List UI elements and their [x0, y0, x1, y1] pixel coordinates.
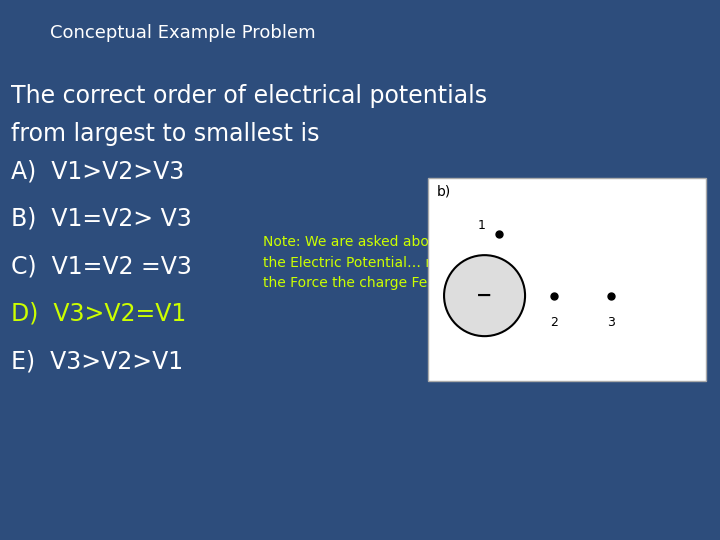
Text: B)  V1=V2> V3: B) V1=V2> V3: [11, 207, 192, 231]
Text: 1: 1: [478, 219, 486, 232]
Text: −: −: [477, 286, 492, 305]
Text: from largest to smallest is: from largest to smallest is: [11, 122, 319, 145]
Text: C)  V1=V2 =V3: C) V1=V2 =V3: [11, 254, 192, 278]
Text: Conceptual Example Problem: Conceptual Example Problem: [50, 24, 316, 42]
Ellipse shape: [444, 255, 525, 336]
Text: A)  V1>V2>V3: A) V1>V2>V3: [11, 159, 184, 183]
Text: D)  V3>V2=V1: D) V3>V2=V1: [11, 302, 186, 326]
Text: b): b): [437, 185, 451, 199]
Text: E)  V3>V2>V1: E) V3>V2>V1: [11, 349, 183, 373]
Text: The correct order of electrical potentials: The correct order of electrical potentia…: [11, 84, 487, 107]
Text: 3: 3: [608, 316, 616, 329]
Text: 2: 2: [550, 316, 558, 329]
FancyBboxPatch shape: [428, 178, 706, 381]
Text: Note: We are asked about
the Electric Potential… not
the Force the charge Feels!: Note: We are asked about the Electric Po…: [263, 235, 452, 290]
